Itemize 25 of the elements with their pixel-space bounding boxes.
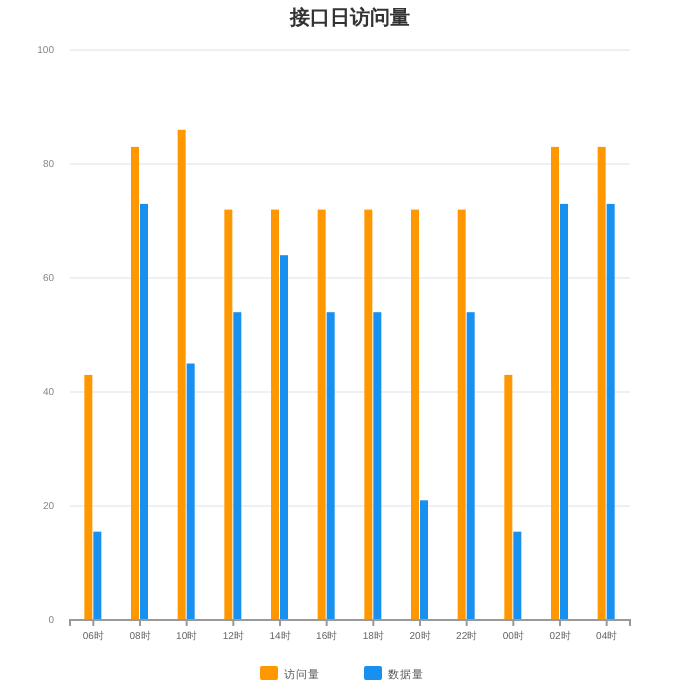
bar xyxy=(84,374,93,620)
bar xyxy=(93,531,102,620)
bar xyxy=(317,209,326,620)
bar xyxy=(606,203,615,620)
chart-title: 接口日访问量 xyxy=(288,6,410,30)
bar xyxy=(140,203,148,620)
bar xyxy=(233,312,242,620)
bar xyxy=(364,209,373,620)
bar xyxy=(560,203,568,620)
bar xyxy=(504,374,513,620)
bar xyxy=(411,209,419,620)
bar xyxy=(551,146,559,620)
bar xyxy=(420,500,428,620)
bar xyxy=(280,255,288,620)
bar xyxy=(186,363,195,620)
bar xyxy=(597,146,606,620)
bar xyxy=(271,209,279,620)
bar xyxy=(326,312,335,620)
bar xyxy=(224,209,233,620)
bar xyxy=(177,129,186,620)
bar xyxy=(457,209,466,620)
bar xyxy=(373,312,382,620)
bar xyxy=(131,146,139,620)
bar xyxy=(466,312,475,620)
bar xyxy=(513,531,522,620)
